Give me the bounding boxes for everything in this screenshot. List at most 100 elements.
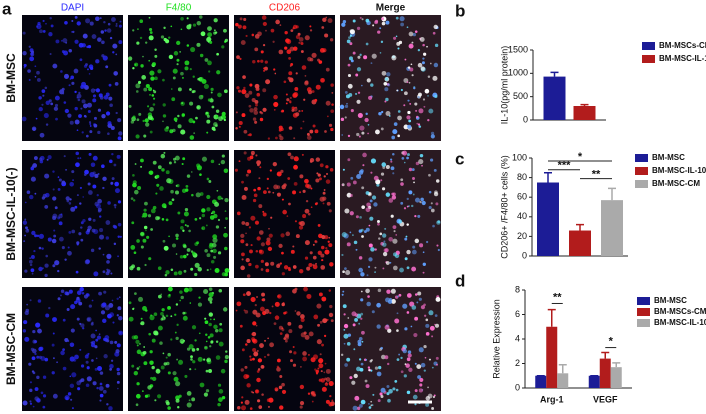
cell [381, 187, 386, 191]
cell [284, 311, 288, 314]
cell [42, 19, 45, 23]
cell [421, 200, 426, 206]
cell [99, 371, 104, 375]
cell [288, 100, 292, 103]
cell [342, 168, 345, 171]
cell [106, 268, 109, 271]
cell [60, 350, 65, 356]
cell [32, 405, 35, 408]
cell [357, 91, 361, 94]
cell [86, 45, 89, 49]
cell [318, 292, 323, 297]
cell [219, 322, 223, 326]
cell [330, 127, 334, 132]
cell [377, 288, 382, 293]
cell [24, 218, 27, 221]
cell [433, 168, 437, 172]
cell [310, 206, 313, 209]
cell [417, 96, 420, 99]
cell [200, 31, 206, 37]
cell [182, 229, 185, 232]
cell [323, 175, 326, 178]
cell [177, 406, 180, 409]
cell [86, 316, 92, 322]
cell [71, 372, 77, 378]
cell [365, 18, 370, 23]
micrograph [234, 286, 335, 411]
cell [298, 225, 304, 230]
cell [317, 367, 320, 370]
cell [175, 381, 181, 387]
cell [162, 103, 166, 107]
cell [408, 119, 412, 123]
cell [324, 33, 329, 38]
cell [88, 304, 92, 308]
cell [36, 234, 40, 238]
cell [242, 25, 247, 30]
row-label: BM-MSC-IL-10(-) [4, 167, 18, 260]
cell [166, 361, 170, 366]
cell [146, 235, 150, 239]
cell [69, 383, 75, 389]
cell [162, 120, 164, 123]
cell [367, 295, 370, 298]
cell [194, 272, 198, 277]
cell [346, 342, 351, 346]
cell [143, 208, 147, 212]
cell [260, 59, 264, 63]
cell [249, 83, 253, 87]
cell [274, 72, 277, 75]
cell [421, 164, 423, 167]
significance-label: * [578, 151, 583, 163]
cell [344, 116, 347, 119]
cell [360, 312, 364, 316]
cell [23, 63, 27, 67]
cell [288, 71, 293, 76]
cell [149, 70, 155, 76]
cell [83, 294, 89, 299]
cell [189, 135, 195, 140]
cell [97, 172, 100, 175]
cell [411, 168, 415, 172]
cell [52, 196, 57, 201]
cell [180, 129, 186, 135]
cell [418, 388, 423, 393]
cell [241, 396, 244, 399]
cell [304, 80, 309, 86]
cell [176, 58, 180, 62]
cell [176, 40, 181, 46]
cell [385, 297, 390, 303]
cell [184, 60, 190, 66]
cell [30, 52, 34, 56]
cell [352, 19, 356, 23]
cell [133, 370, 139, 376]
cell [189, 67, 192, 71]
cell [247, 169, 252, 174]
cell [401, 156, 405, 160]
cell [87, 68, 89, 71]
cell [199, 192, 204, 196]
cell [288, 329, 293, 334]
cell [395, 16, 399, 20]
cell [112, 51, 115, 54]
cell [281, 328, 285, 332]
y-tick-label: 6 [515, 309, 520, 319]
cell [278, 49, 284, 55]
cell [340, 353, 344, 357]
cell [80, 238, 84, 242]
cell [423, 369, 426, 372]
cell [161, 218, 165, 221]
cell [346, 102, 348, 105]
cell [294, 164, 297, 167]
cell [136, 349, 142, 355]
cell [172, 128, 176, 133]
cell [199, 217, 202, 220]
cell [91, 34, 97, 39]
cell [205, 340, 208, 343]
cell [74, 205, 78, 209]
cell [245, 173, 249, 177]
cell [109, 363, 114, 369]
cell [144, 118, 149, 123]
cell [417, 375, 422, 379]
cell [225, 217, 228, 220]
